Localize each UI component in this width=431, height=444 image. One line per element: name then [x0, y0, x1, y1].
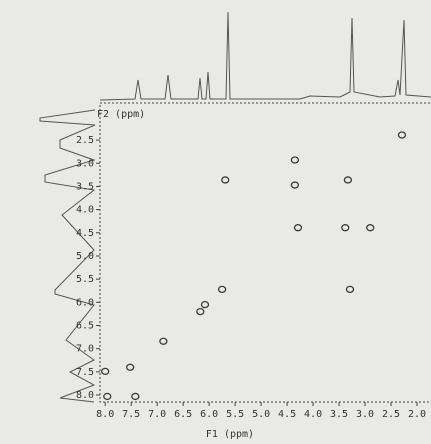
cross-peak — [160, 338, 167, 344]
x-tick-label: 2.5 — [382, 409, 400, 420]
y-tick-label: 8.0 — [76, 390, 94, 401]
y-axis-label: F2 (ppm) — [97, 109, 145, 120]
cross-peak — [102, 368, 109, 374]
cross-peak — [346, 286, 353, 292]
cross-peak — [222, 177, 229, 183]
x-tick-label: 5.0 — [252, 409, 270, 420]
y-tick-label: 7.0 — [76, 344, 94, 355]
x-tick-label: 4.5 — [278, 409, 296, 420]
cross-peak — [127, 364, 134, 370]
y-tick-label: 3.5 — [76, 181, 94, 192]
y-tick-label: 5.0 — [76, 251, 94, 262]
cross-peak — [219, 286, 226, 292]
y-tick-label: 5.5 — [76, 274, 94, 285]
y-tick-label: 6.0 — [76, 297, 94, 308]
x-tick-label: 8.0 — [96, 409, 114, 420]
cross-peak — [342, 225, 349, 231]
cross-peak — [201, 302, 208, 308]
x-tick-label: 7.5 — [122, 409, 140, 420]
y-tick-label: 4.0 — [76, 205, 94, 216]
chart: F2 (ppm) F1 (ppm) 8.0 7.5 7.0 6.5 6.0 5.5 5.0 4… — [0, 0, 431, 444]
plot-frame — [100, 103, 431, 402]
cross-peak — [132, 393, 139, 399]
y-tick-label: 7.5 — [76, 367, 94, 378]
cross-peak — [104, 393, 111, 399]
x-tick-label: 5.5 — [226, 409, 244, 420]
x-tick-label: 4.0 — [304, 409, 322, 420]
f1-projection — [100, 12, 431, 100]
x-tick-label: 3.5 — [330, 409, 348, 420]
y-tick-label: 3.0 — [76, 158, 94, 169]
cross-peak — [295, 225, 302, 231]
x-tick-label: 3.0 — [356, 409, 374, 420]
x-tick-label: 6.5 — [174, 409, 192, 420]
cross-peak — [344, 177, 351, 183]
cross-peak — [291, 182, 298, 188]
cross-peak — [367, 225, 374, 231]
y-tick-label: 2.5 — [76, 135, 94, 146]
x-tick-label: 6.0 — [200, 409, 218, 420]
cross-peak — [291, 157, 298, 163]
y-tick-label: 6.5 — [76, 321, 94, 332]
y-tick-label: 4.5 — [76, 228, 94, 239]
x-axis-label: F1 (ppm) — [206, 429, 254, 440]
cross-peak — [197, 309, 204, 315]
x-tick-label: 7.0 — [148, 409, 166, 420]
x-tick-label: 2.0 — [408, 409, 426, 420]
cross-peak — [398, 132, 405, 138]
